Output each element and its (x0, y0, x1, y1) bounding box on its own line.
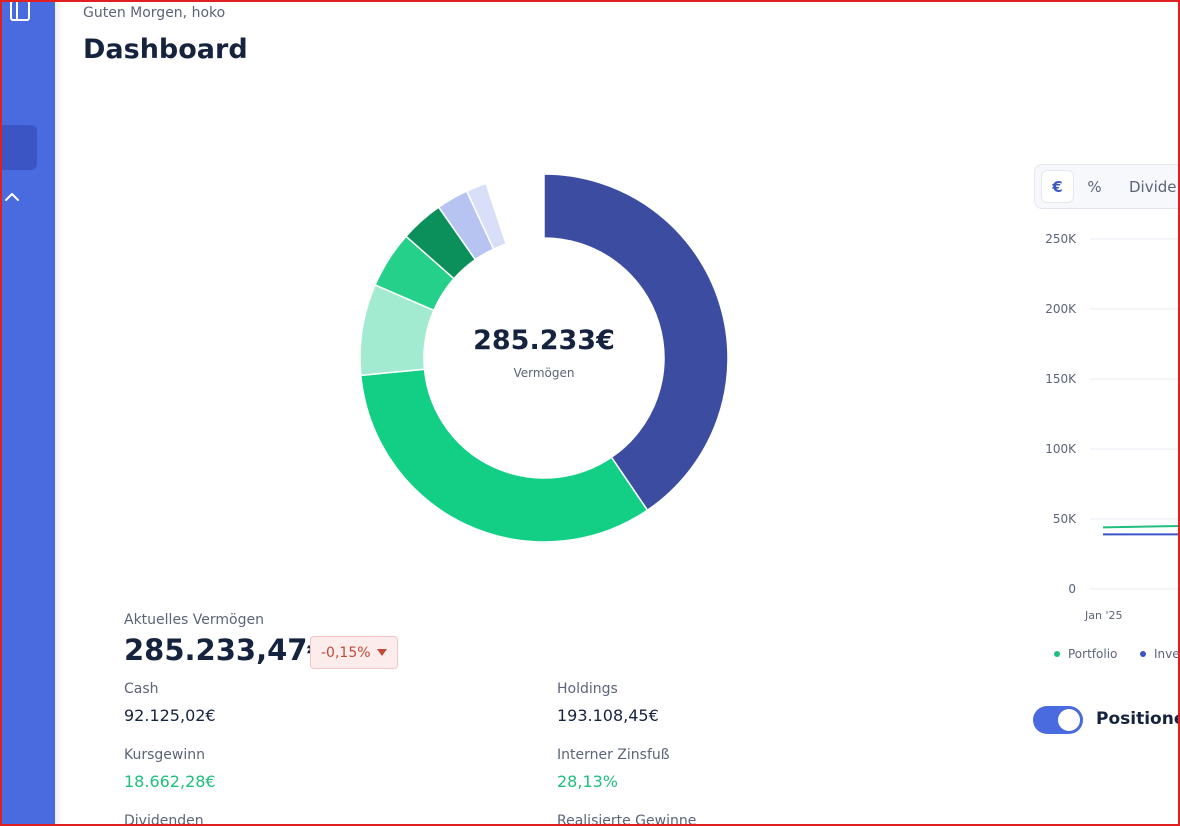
cash-value: 92.125,02€ (124, 706, 216, 725)
legend-portfolio-label: Portfolio (1068, 647, 1118, 661)
holdings-label: Holdings (557, 681, 618, 697)
legend-dot-portfolio (1054, 651, 1060, 657)
realized-gains-label: Realisierte Gewinne (557, 813, 697, 826)
legend-invested[interactable]: Inve (1140, 647, 1180, 661)
donut-segment-6[interactable] (465, 182, 508, 251)
y-tick-label: 100K (1045, 442, 1077, 456)
chart-mode-segmented-control: € % Divide (1034, 164, 1180, 209)
irr-label: Interner Zinsfuß (557, 747, 670, 763)
chevron-up-icon[interactable] (4, 190, 20, 204)
positions-toggle[interactable] (1033, 706, 1083, 734)
y-tick-label: 200K (1045, 302, 1077, 316)
price-gain-value: 18.662,28€ (124, 772, 216, 791)
donut-segment-0[interactable] (543, 173, 729, 512)
allocation-donut-chart (359, 173, 729, 543)
sidebar-shadow (55, 0, 63, 826)
y-tick-label: 0 (1068, 582, 1076, 596)
holdings-value: 193.108,45€ (557, 706, 659, 725)
sidebar-item-active[interactable] (2, 125, 37, 170)
cash-label: Cash (124, 681, 159, 697)
legend-portfolio[interactable]: Portfolio (1054, 647, 1117, 661)
y-tick-label: 150K (1045, 372, 1077, 386)
change-badge-text: -0,15% (321, 644, 371, 661)
mode-euro-button[interactable]: € (1041, 170, 1074, 203)
legend-dot-invested (1140, 651, 1146, 657)
book-icon[interactable] (9, 0, 31, 22)
change-badge: -0,15% (310, 636, 398, 669)
y-tick-label: 50K (1053, 512, 1077, 526)
donut-total-label: Vermögen (513, 366, 575, 380)
y-tick-label: 250K (1045, 232, 1077, 246)
current-wealth-label: Aktuelles Vermögen (124, 612, 264, 628)
page-title: Dashboard (83, 34, 248, 65)
dividends-label: Dividenden (124, 813, 204, 826)
current-wealth-value: 285.233,47€ (124, 633, 328, 667)
legend-invested-label: Inve (1154, 647, 1180, 661)
mode-dividends-button[interactable]: Divide (1129, 177, 1177, 196)
triangle-down-icon (376, 649, 387, 656)
irr-value: 28,13% (557, 772, 619, 791)
portfolio-line-chart: 250K 200K 150K 100K 50K 0 Jan '25 (1045, 232, 1180, 622)
greeting-text: Guten Morgen, hoko (83, 5, 226, 21)
donut-segment-1[interactable] (359, 368, 649, 543)
donut-center: 285.233€ Vermögen (359, 325, 729, 380)
toggle-knob (1058, 709, 1080, 731)
donut-total-value: 285.233€ (473, 325, 615, 356)
sidebar (0, 0, 55, 826)
price-gain-label: Kursgewinn (124, 747, 205, 763)
positions-toggle-label: Positionen (1096, 709, 1180, 729)
x-tick-label: Jan '25 (1084, 609, 1122, 622)
mode-percent-button[interactable]: % (1087, 177, 1102, 196)
series-line-0 (1102, 525, 1180, 529)
